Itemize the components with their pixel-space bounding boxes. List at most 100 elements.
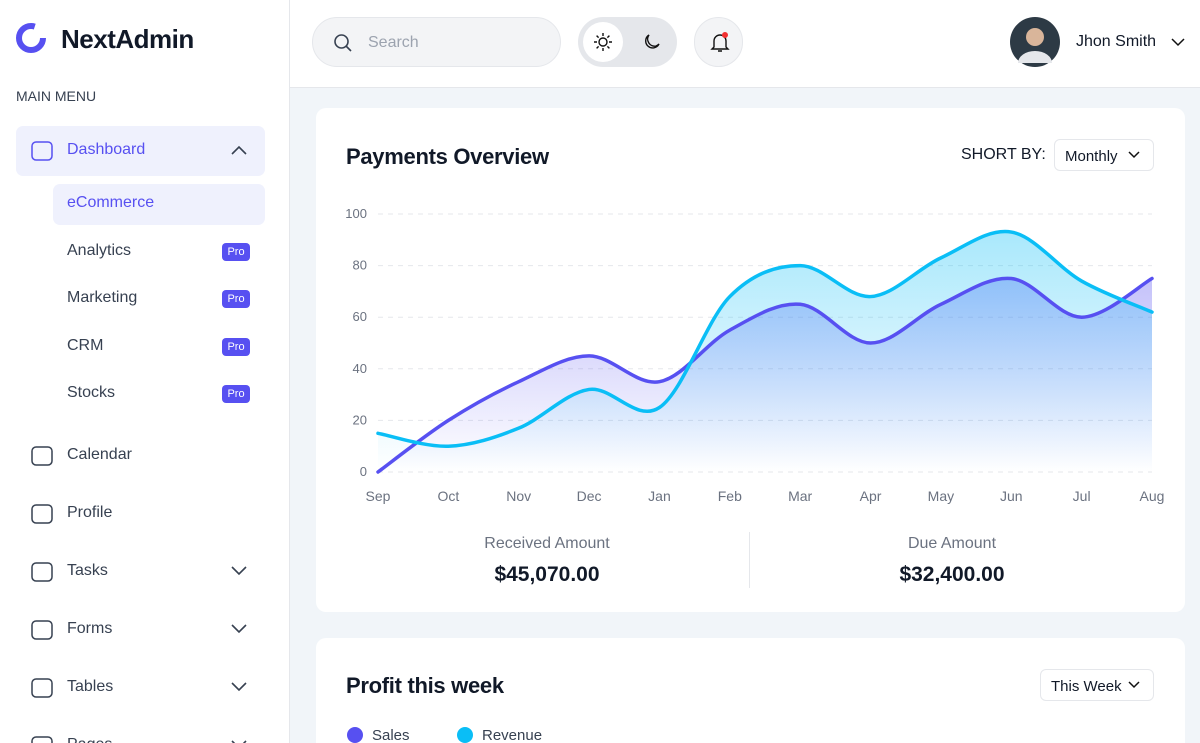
summary-amount: $32,400.00 xyxy=(899,563,1005,586)
x-tick-label: Dec xyxy=(577,488,602,504)
pro-badge: Pro xyxy=(222,290,250,308)
chevron xyxy=(231,739,247,743)
period-dropdown[interactable]: This Week xyxy=(1040,669,1154,701)
search[interactable]: Search xyxy=(312,17,561,67)
bell-icon xyxy=(710,32,730,52)
menu-icon xyxy=(31,619,53,640)
sort-label: SHORT BY: xyxy=(961,146,1046,163)
card-title: Payments Overview xyxy=(346,144,549,169)
dropdown-chevron xyxy=(1128,681,1140,689)
x-tick-label: Nov xyxy=(506,488,531,504)
search-icon xyxy=(334,34,352,52)
x-tick-label: Jan xyxy=(648,488,671,504)
summary-amount: $45,070.00 xyxy=(494,563,600,586)
y-tick-label: 20 xyxy=(353,412,367,427)
search-placeholder: Search xyxy=(368,34,419,51)
menu-icon xyxy=(31,677,53,698)
x-tick-label: Oct xyxy=(437,488,459,504)
submenu-label[interactable]: eCommerce xyxy=(67,194,155,211)
chevron-path xyxy=(231,565,247,575)
brand: NextAdmin xyxy=(61,24,194,54)
menu-label: Tasks xyxy=(67,561,108,579)
menu-label: Forms xyxy=(67,619,113,637)
dropdown-chevron xyxy=(1128,151,1140,159)
summary-divider xyxy=(749,532,750,588)
submenu-active[interactable] xyxy=(53,184,265,225)
series-line xyxy=(376,229,1154,448)
legend-dot xyxy=(347,727,363,743)
submenu-label[interactable]: CRM xyxy=(67,336,104,354)
chevron xyxy=(231,565,247,575)
y-tick-label: 60 xyxy=(353,309,367,324)
profit-title: Profit this week xyxy=(346,673,504,698)
y-tick-label: 80 xyxy=(353,258,367,273)
x-tick-label: Aug xyxy=(1140,488,1165,504)
light-option xyxy=(583,22,623,62)
menu-label: Pages xyxy=(67,736,112,743)
logo xyxy=(16,23,46,53)
menu-icon xyxy=(31,445,53,466)
chevron-path xyxy=(231,145,247,155)
x-tick-label: Sep xyxy=(366,488,391,504)
legend-label: Sales xyxy=(372,727,410,743)
x-tick-label: Apr xyxy=(860,488,882,504)
menu-label: Dashboard xyxy=(67,141,146,158)
x-tick-label: Jul xyxy=(1073,488,1091,504)
pro-badge: Pro xyxy=(222,337,250,356)
chart: 0 20 40 60 80 100 Sep Oct Nov Dec Jan Feb Mar Apr May J… xyxy=(345,206,1165,504)
legend-dot xyxy=(457,727,473,743)
sort-dropdown[interactable]: Monthly xyxy=(1054,139,1154,171)
series-line xyxy=(376,276,1154,474)
x-tick-label: Jun xyxy=(1000,488,1023,504)
submenu-label[interactable]: Stocks xyxy=(67,384,116,401)
notifications[interactable] xyxy=(694,17,743,67)
summary-label: Received Amount xyxy=(484,535,610,552)
chevron xyxy=(231,623,247,633)
chevron-path xyxy=(231,623,247,633)
menu-heading: MAIN MENU xyxy=(16,88,97,104)
icon-shape xyxy=(31,141,53,161)
icon-shape xyxy=(31,735,53,743)
avatar[interactable] xyxy=(1010,17,1060,67)
menu-item[interactable] xyxy=(16,126,265,176)
x-tick-label: Mar xyxy=(788,488,812,504)
sidebar: NextAdmin MAIN MENU Dashboard eCommerce An… xyxy=(0,0,290,743)
icon-shape xyxy=(31,503,53,524)
sun-icon xyxy=(594,33,612,51)
icon-shape xyxy=(31,561,53,582)
sort-value: Monthly xyxy=(1065,148,1118,165)
y-tick-label: 0 xyxy=(360,464,367,479)
pro-badge: Pro xyxy=(222,385,250,403)
icon-shape xyxy=(31,619,53,640)
icon-shape xyxy=(31,445,53,466)
y-tick-label: 100 xyxy=(345,206,367,221)
menu-icon xyxy=(31,561,53,582)
menu-icon xyxy=(31,735,53,743)
submenu-label[interactable]: Analytics xyxy=(67,241,132,259)
period-value: This Week xyxy=(1051,678,1122,695)
moon-icon xyxy=(645,34,660,49)
chevron xyxy=(231,681,247,691)
summary-label: Due Amount xyxy=(907,535,997,552)
legend-label: Revenue xyxy=(482,727,543,743)
icon-shape xyxy=(31,677,53,698)
chevron-path xyxy=(231,681,247,691)
user-name[interactable]: Jhon Smith xyxy=(1076,33,1157,50)
menu-label: Profile xyxy=(67,503,113,521)
menu-label: Calendar xyxy=(67,445,132,463)
user-chevron xyxy=(1171,38,1185,47)
submenu-label[interactable]: Marketing xyxy=(67,289,138,306)
profit-card: Profit this week This Week Sales Revenue xyxy=(316,638,1185,743)
x-tick-label: May xyxy=(928,488,954,504)
header: Search Jhon Smith xyxy=(290,0,1200,88)
x-tick-label: Feb xyxy=(718,488,742,504)
menu-icon xyxy=(31,141,53,161)
chevron xyxy=(231,145,247,155)
pro-badge: Pro xyxy=(222,242,250,261)
theme-toggle[interactable] xyxy=(578,17,677,67)
menu-icon xyxy=(31,503,53,524)
series-area xyxy=(378,231,1152,472)
menu-label: Tables xyxy=(67,677,114,695)
